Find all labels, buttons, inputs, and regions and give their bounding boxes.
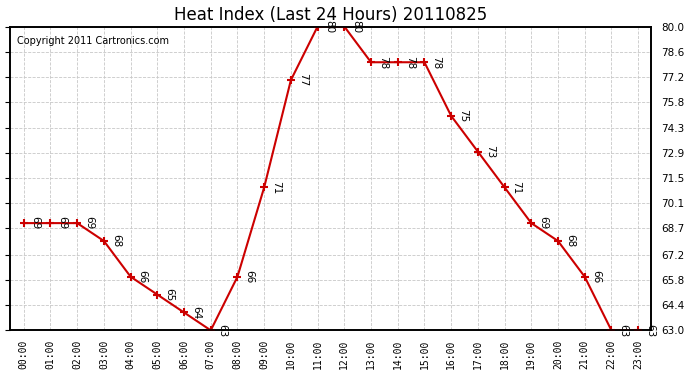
Text: 73: 73 — [485, 145, 495, 158]
Text: 68: 68 — [565, 234, 575, 248]
Text: 63: 63 — [618, 324, 629, 337]
Text: 71: 71 — [511, 181, 522, 194]
Text: 80: 80 — [324, 20, 335, 33]
Text: 71: 71 — [271, 181, 281, 194]
Text: 69: 69 — [538, 216, 549, 230]
Text: 66: 66 — [137, 270, 148, 284]
Title: Heat Index (Last 24 Hours) 20110825: Heat Index (Last 24 Hours) 20110825 — [175, 6, 488, 24]
Text: 80: 80 — [351, 20, 362, 33]
Text: 75: 75 — [458, 109, 468, 123]
Text: Copyright 2011 Cartronics.com: Copyright 2011 Cartronics.com — [17, 36, 169, 46]
Text: 66: 66 — [244, 270, 255, 284]
Text: 69: 69 — [57, 216, 68, 230]
Text: 66: 66 — [591, 270, 602, 284]
Text: 64: 64 — [191, 306, 201, 319]
Text: 69: 69 — [31, 216, 41, 230]
Text: 65: 65 — [164, 288, 175, 301]
Text: 77: 77 — [298, 74, 308, 87]
Text: 63: 63 — [217, 324, 228, 337]
Text: 63: 63 — [645, 324, 655, 337]
Text: 69: 69 — [84, 216, 94, 230]
Text: 68: 68 — [111, 234, 121, 248]
Text: 78: 78 — [404, 56, 415, 69]
Text: 78: 78 — [378, 56, 388, 69]
Text: 78: 78 — [431, 56, 442, 69]
